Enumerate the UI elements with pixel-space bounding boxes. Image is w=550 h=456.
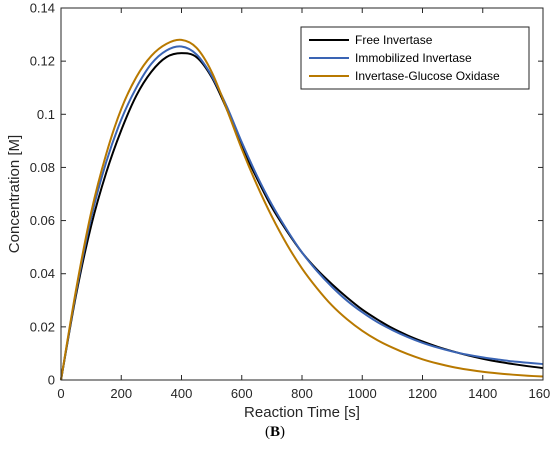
y-tick-label: 0.14 [30,1,55,16]
y-tick-label: 0.1 [37,107,55,122]
y-tick-label: 0.06 [30,213,55,228]
y-tick-label: 0.02 [30,319,55,334]
y-tick-label: 0.04 [30,266,55,281]
y-axis-label: Concentration [M] [6,135,23,253]
y-tick-label: 0.08 [30,160,55,175]
x-tick-label: 200 [110,386,132,401]
y-tick-label: 0.12 [30,54,55,69]
legend-label: Immobilized Invertase [355,51,472,65]
x-tick-label: 1400 [468,386,497,401]
x-tick-label: 800 [291,386,313,401]
x-axis-label: Reaction Time [s] [244,404,360,420]
figure-caption: (B) [0,424,550,441]
legend: Free Invertase Immobilized Invertase Inver… [301,27,529,89]
caption-label: B [270,424,280,440]
y-tick-label: 0 [48,373,55,388]
legend-label: Free Invertase [355,33,433,47]
legend-label: Invertase-Glucose Oxidase [355,69,500,83]
x-tick-label: 600 [231,386,253,401]
x-tick-label: 0 [57,386,64,401]
caption-close-paren: ) [280,424,285,440]
x-tick-label: 1200 [408,386,437,401]
x-tick-label: 400 [171,386,193,401]
x-tick-label: 1000 [348,386,377,401]
